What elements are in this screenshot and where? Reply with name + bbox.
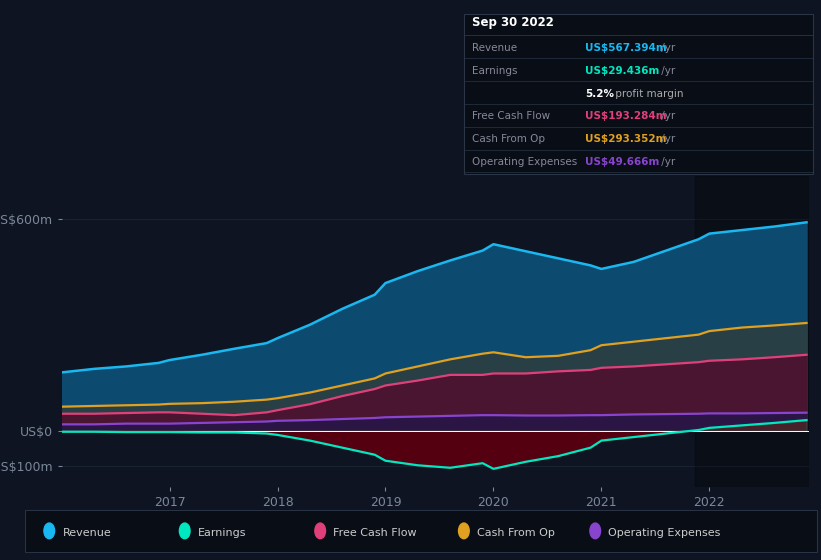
Text: Earnings: Earnings xyxy=(198,529,246,539)
Text: Sep 30 2022: Sep 30 2022 xyxy=(472,16,554,29)
Text: Free Cash Flow: Free Cash Flow xyxy=(333,529,417,539)
Text: Cash From Op: Cash From Op xyxy=(472,134,545,144)
Text: Revenue: Revenue xyxy=(472,43,517,53)
Text: Revenue: Revenue xyxy=(62,529,111,539)
Text: /yr: /yr xyxy=(658,66,675,76)
Text: profit margin: profit margin xyxy=(612,88,683,99)
Text: /yr: /yr xyxy=(658,111,675,122)
Bar xyxy=(695,176,809,487)
Text: US$293.352m: US$293.352m xyxy=(585,134,667,144)
Text: US$193.284m: US$193.284m xyxy=(585,111,667,122)
Text: Free Cash Flow: Free Cash Flow xyxy=(472,111,550,122)
Text: 5.2%: 5.2% xyxy=(585,88,614,99)
Text: /yr: /yr xyxy=(658,134,675,144)
Text: US$567.394m: US$567.394m xyxy=(585,43,667,53)
Text: US$29.436m: US$29.436m xyxy=(585,66,660,76)
Text: /yr: /yr xyxy=(658,157,675,167)
Text: Operating Expenses: Operating Expenses xyxy=(608,529,721,539)
Text: Earnings: Earnings xyxy=(472,66,517,76)
Text: Operating Expenses: Operating Expenses xyxy=(472,157,577,167)
Text: Cash From Op: Cash From Op xyxy=(477,529,555,539)
Text: US$49.666m: US$49.666m xyxy=(585,157,660,167)
Text: /yr: /yr xyxy=(658,43,675,53)
